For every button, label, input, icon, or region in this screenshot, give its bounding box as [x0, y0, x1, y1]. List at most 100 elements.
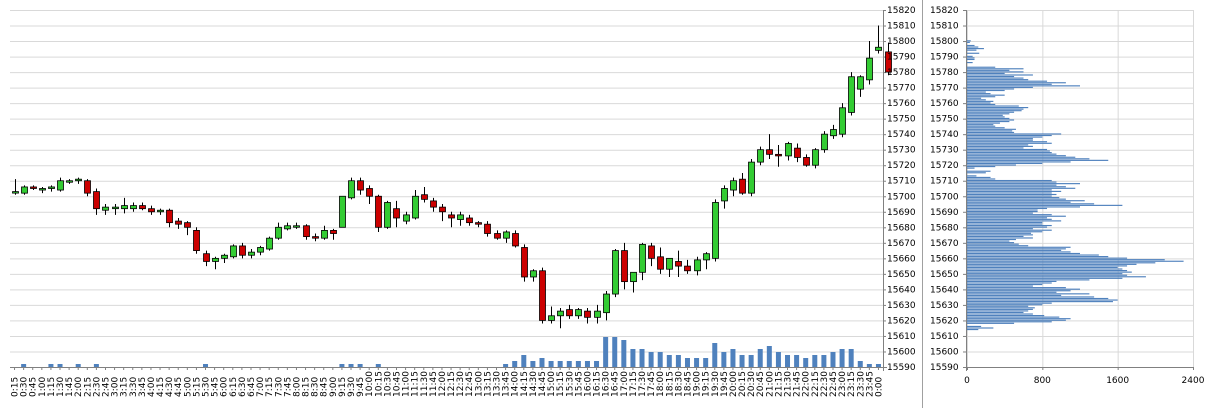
profile-bar — [967, 231, 1043, 233]
x-tick-label: 4:30 — [165, 377, 175, 397]
volume-bar — [839, 349, 845, 367]
candle-body — [12, 191, 19, 194]
volume-bar — [675, 355, 681, 367]
profile-bar — [967, 193, 1057, 196]
profile-bar — [967, 52, 980, 54]
profile-bar — [967, 274, 1128, 276]
x-tick-label: 14:30 — [529, 371, 539, 397]
candle-body — [721, 188, 728, 202]
profile-bar — [967, 273, 1123, 275]
volume-bar — [357, 364, 363, 367]
candle-body — [39, 188, 46, 191]
profile-y-tick-label: 15730 — [930, 146, 959, 156]
profile-bar — [967, 86, 1033, 88]
candle-body — [684, 265, 691, 272]
x-tick-label: 1:30 — [56, 377, 66, 397]
profile-bar — [967, 89, 1005, 92]
x-tick-label: 0:30 — [20, 377, 30, 397]
volume-bar — [639, 349, 645, 367]
profile-bar — [967, 285, 1033, 287]
profile-bar — [967, 211, 1038, 213]
profile-y-tick-label: 15800 — [930, 37, 959, 47]
x-tick-label: 5:45 — [211, 377, 221, 397]
profile-bar — [967, 145, 1033, 147]
candle-body — [885, 51, 892, 73]
profile-bar — [967, 310, 1029, 312]
candle-body — [48, 186, 55, 189]
profile-bar — [967, 58, 975, 61]
profile-bar — [967, 287, 1066, 289]
x-tick-label: 15:45 — [574, 371, 584, 397]
volume-bar — [803, 358, 809, 367]
candle-body — [175, 220, 182, 225]
candle-body — [621, 250, 628, 283]
volume-bar — [584, 361, 590, 367]
profile-y-tick-label: 15820 — [930, 6, 959, 16]
profile-bar — [967, 165, 996, 168]
profile-x-tick-labels: 0 800 1600 2400 — [964, 376, 1205, 386]
candle-body — [157, 209, 164, 213]
profile-bar — [967, 141, 1048, 143]
profile-y-tick-label: 15640 — [930, 285, 959, 295]
profile-bar — [967, 277, 1123, 279]
profile-y-tick-label: 15780 — [930, 68, 959, 78]
candle-body — [648, 245, 655, 259]
candle-body — [430, 200, 437, 208]
profile-bar — [967, 265, 1128, 267]
candle-body — [212, 257, 219, 262]
x-tick-label: 4:45 — [174, 377, 184, 397]
candle-body — [230, 245, 237, 258]
x-tick-label: 15:30 — [565, 371, 575, 397]
profile-bar — [967, 155, 1066, 157]
x-tick-label: 10:00 — [365, 371, 375, 397]
profile-bar — [967, 249, 1062, 251]
volume-bar — [657, 352, 663, 367]
profile-y-tick-label: 15740 — [930, 130, 959, 140]
candle-body — [603, 293, 610, 314]
candle-body — [184, 222, 191, 228]
profile-x-tick-label: 0 — [964, 376, 970, 386]
profile-y-tick-label: 15590 — [930, 363, 959, 373]
profile-bar — [967, 223, 1043, 225]
candle-body — [630, 271, 637, 283]
profile-bar — [967, 302, 1052, 304]
x-tick-label: 18:00 — [656, 371, 666, 397]
profile-bar — [967, 257, 1128, 259]
x-tick-label: 7:45 — [283, 377, 293, 397]
profile-bar — [967, 316, 1060, 318]
candle-body — [839, 107, 846, 135]
x-tick-label: 12:45 — [465, 371, 475, 397]
profile-y-tick-label: 15660 — [930, 254, 959, 264]
profile-bar — [967, 133, 1062, 135]
x-tick-label: 10:15 — [374, 371, 384, 397]
profile-bar — [967, 328, 979, 331]
profile-y-tick-label: 15650 — [930, 270, 959, 280]
profile-bar — [967, 107, 1029, 109]
candle-body — [375, 195, 382, 228]
profile-bar — [967, 282, 1052, 284]
profile-bar — [967, 138, 1033, 140]
profile-y-tick-label: 15790 — [930, 53, 959, 63]
profile-bar — [967, 207, 1048, 210]
candle-body — [803, 157, 810, 166]
profile-y-tick-label: 15710 — [930, 177, 959, 187]
profile-y-tick-label: 15620 — [930, 316, 959, 326]
volume-bar — [857, 361, 863, 367]
profile-bar — [967, 238, 1016, 241]
y-tick-label: 15590 — [887, 363, 916, 373]
profile-bar — [967, 246, 1071, 248]
x-tick-label: 0:15 — [11, 377, 21, 397]
y-tick-label: 15750 — [887, 115, 916, 125]
candle-body — [448, 214, 455, 219]
volume-bar — [557, 361, 563, 367]
profile-bar — [967, 307, 1035, 309]
volume-bar — [93, 364, 99, 367]
volume-bar — [712, 343, 718, 367]
profile-bar — [967, 288, 1080, 290]
candle-body — [712, 202, 719, 259]
profile-bar — [967, 260, 1184, 262]
candle-body — [548, 315, 555, 321]
volume-bar — [339, 364, 345, 367]
volume-profile-bars — [967, 40, 1184, 331]
candle-body — [675, 261, 682, 267]
